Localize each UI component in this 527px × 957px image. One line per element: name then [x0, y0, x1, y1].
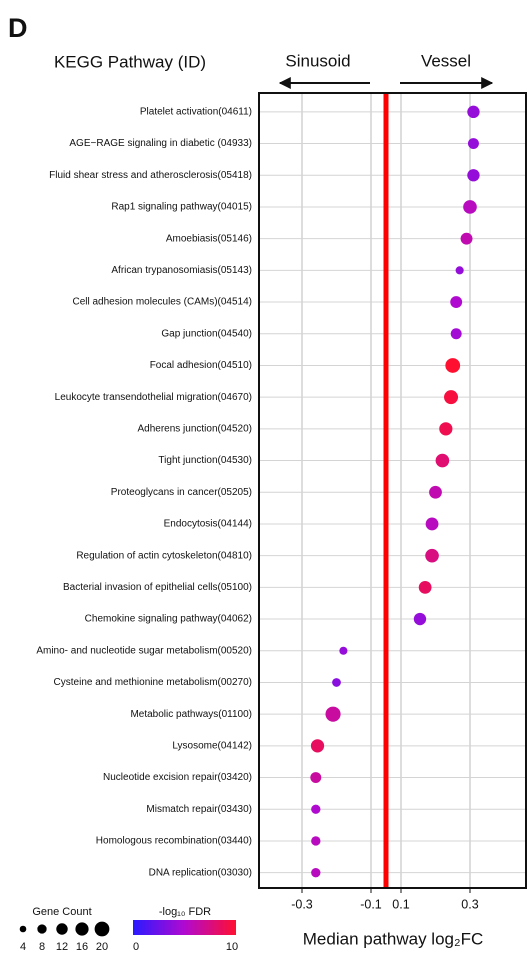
legend: 4 8 12 16 20 0 10: [19, 921, 238, 953]
y-tick-label: DNA replication(03030): [149, 867, 252, 878]
dot: [425, 517, 439, 531]
y-tick-label: AGE−RAGE signaling in diabetic (04933): [69, 138, 252, 149]
y-tick-label: Amoebiasis(05146): [166, 233, 252, 244]
y-tick-label: Endocytosis(04144): [164, 519, 252, 530]
dot: [450, 296, 463, 308]
y-tick-label: Platelet activation(04611): [140, 106, 252, 117]
y-axis-title: KEGG Pathway (ID): [54, 52, 206, 71]
dot: [450, 328, 462, 340]
plot: [310, 93, 480, 888]
dot: [310, 772, 322, 784]
direction-label: Sinusoid: [285, 51, 350, 70]
colorbar: [133, 920, 236, 935]
y-tick-label: Chemokine signaling pathway(04062): [85, 614, 252, 625]
dot: [444, 390, 459, 405]
y-tick-label: Leukocyte transendothelial migration(046…: [55, 392, 252, 403]
size-legend-dot: [19, 925, 27, 933]
plot-frame: [258, 92, 527, 889]
size-legend-label: 8: [39, 941, 45, 953]
size-legend-dot: [56, 923, 68, 935]
dot: [435, 453, 450, 468]
y-tick-label: African trypanosomiasis(05143): [111, 265, 252, 276]
size-legend-label: 16: [76, 941, 88, 953]
color-legend-label: 0: [133, 941, 139, 953]
y-tick-label: Tight junction(04530): [158, 455, 252, 466]
y-tick-label: Metabolic pathways(01100): [130, 709, 252, 720]
dot: [467, 138, 479, 150]
y-tick-label: Bacterial invasion of epithelial cells(0…: [63, 582, 252, 593]
dot: [310, 739, 325, 753]
size-legend-dot: [37, 924, 47, 934]
dot: [467, 105, 480, 119]
x-tick-label: 0.1: [392, 897, 409, 911]
y-tick-label: Rap1 signaling pathway(04015): [111, 202, 252, 213]
size-legend-label: 12: [56, 941, 68, 953]
dot: [311, 836, 321, 846]
dot: [439, 422, 453, 436]
direction-label: Vessel: [421, 51, 471, 70]
dot: [339, 646, 348, 655]
y-tick-label: Regulation of actin cytoskeleton(04810): [76, 550, 252, 561]
dot: [467, 169, 480, 182]
x-axis-title: Median pathway log₂FC: [303, 929, 483, 948]
dot: [325, 706, 341, 722]
size-legend-dot: [94, 921, 110, 937]
dot: [413, 612, 427, 626]
y-tick-label: Amino- and nucleotide sugar metabolism(0…: [36, 645, 252, 656]
dot: [418, 580, 432, 594]
y-tick-label: Proteoglycans in cancer(05205): [111, 487, 252, 498]
dot: [311, 867, 321, 878]
y-tick-label: Focal adhesion(04510): [150, 360, 252, 371]
y-tick-label: Gap junction(04540): [161, 328, 252, 339]
color-legend-title: -log₁₀ FDR: [159, 906, 211, 918]
size-legend-label: 20: [96, 941, 108, 953]
y-tick-label: Homologous recombination(03440): [96, 836, 252, 847]
panel-label: D: [8, 13, 28, 43]
y-tick-label: Cysteine and methionine metabolism(00270…: [54, 677, 252, 688]
dot: [429, 485, 442, 499]
dot: [463, 200, 477, 214]
size-legend-dot: [75, 922, 89, 936]
y-tick-label: Fluid shear stress and atherosclerosis(0…: [49, 170, 252, 181]
y-tick-label: Cell adhesion molecules (CAMs)(04514): [72, 297, 252, 308]
dot: [311, 804, 321, 814]
size-legend-label: 4: [20, 941, 26, 953]
color-legend-label: 10: [226, 941, 238, 953]
dot: [332, 678, 341, 687]
x-tick-label: -0.1: [360, 897, 382, 911]
dot: [445, 358, 461, 373]
grid: -0.3 -0.1 0.1 0.3 Platelet activation(04611)…: [36, 93, 527, 911]
y-tick-label: Nucleotide excision repair(03420): [103, 772, 252, 783]
y-tick-label: Mismatch repair(03430): [146, 804, 252, 815]
x-tick-label: 0.3: [461, 897, 478, 911]
dot: [425, 548, 439, 563]
size-legend-title: Gene Count: [32, 906, 91, 918]
y-tick-label: Adherens junction(04520): [137, 423, 252, 434]
y-tick-label: Lysosome(04142): [172, 740, 252, 751]
x-tick-label: -0.3: [291, 897, 313, 911]
dot: [460, 232, 473, 245]
dot: [455, 266, 464, 275]
